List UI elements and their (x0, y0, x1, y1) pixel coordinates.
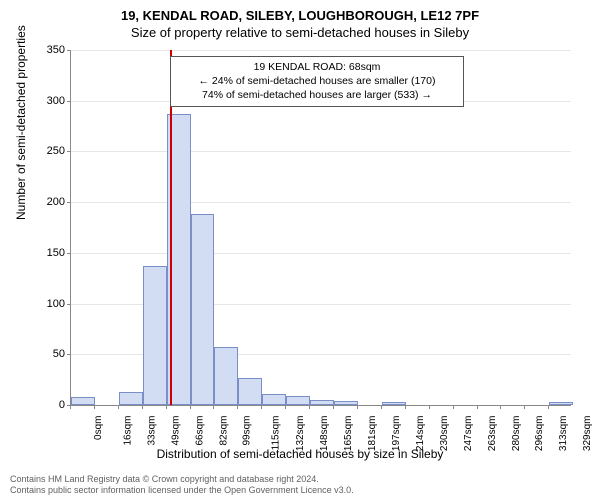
x-tick-mark (548, 405, 549, 409)
chart-plot-area: 19 KENDAL ROAD: 68sqm ← 24% of semi-deta… (70, 50, 570, 405)
x-tick-mark (261, 405, 262, 409)
footer-line: Contains public sector information licen… (10, 485, 354, 496)
histogram-bar (71, 397, 95, 405)
x-tick-label: 280sqm (511, 416, 522, 452)
histogram-bar (382, 402, 406, 405)
x-tick-label: 148sqm (319, 416, 330, 452)
gridline (71, 151, 571, 152)
x-tick-mark (142, 405, 143, 409)
x-tick-label: 263sqm (487, 416, 498, 452)
y-tick-mark (67, 101, 71, 102)
y-tick-mark (67, 50, 71, 51)
x-tick-mark (166, 405, 167, 409)
x-tick-label: 214sqm (415, 416, 426, 452)
x-tick-mark (70, 405, 71, 409)
x-tick-label: 115sqm (271, 416, 282, 451)
x-tick-mark (190, 405, 191, 409)
x-tick-label: 296sqm (535, 416, 546, 452)
x-tick-label: 329sqm (582, 416, 593, 452)
x-tick-mark (477, 405, 478, 409)
x-tick-mark (118, 405, 119, 409)
y-tick-mark (67, 253, 71, 254)
histogram-bar (191, 214, 215, 405)
x-tick-mark (309, 405, 310, 409)
gridline (71, 202, 571, 203)
x-tick-mark (94, 405, 95, 409)
histogram-bar (119, 392, 143, 405)
y-tick-mark (67, 354, 71, 355)
histogram-bar (262, 394, 286, 405)
x-tick-mark (237, 405, 238, 409)
x-tick-mark (405, 405, 406, 409)
x-tick-label: 313sqm (558, 416, 569, 452)
x-tick-label: 49sqm (170, 416, 181, 446)
histogram-bar (238, 378, 262, 405)
x-tick-mark (524, 405, 525, 409)
y-tick-label: 200 (25, 196, 65, 208)
annotation-line: 74% of semi-detached houses are larger (… (177, 88, 457, 102)
x-tick-label: 82sqm (218, 416, 229, 446)
x-tick-label: 181sqm (367, 416, 378, 452)
x-axis-label: Distribution of semi-detached houses by … (0, 447, 600, 461)
y-tick-label: 250 (25, 145, 65, 157)
histogram-bar (214, 347, 238, 405)
annotation-line: 19 KENDAL ROAD: 68sqm (177, 60, 457, 74)
histogram-bar (549, 402, 573, 405)
y-tick-label: 100 (25, 298, 65, 310)
x-tick-label: 66sqm (194, 416, 205, 446)
histogram-bar (310, 400, 334, 405)
x-tick-mark (333, 405, 334, 409)
x-tick-mark (381, 405, 382, 409)
x-tick-mark (285, 405, 286, 409)
y-tick-mark (67, 202, 71, 203)
chart-title: 19, KENDAL ROAD, SILEBY, LOUGHBOROUGH, L… (0, 0, 600, 23)
x-tick-label: 132sqm (295, 416, 306, 452)
chart-subtitle: Size of property relative to semi-detach… (0, 23, 600, 40)
chart-container: 19, KENDAL ROAD, SILEBY, LOUGHBOROUGH, L… (0, 0, 600, 500)
y-tick-mark (67, 151, 71, 152)
annotation-box: 19 KENDAL ROAD: 68sqm ← 24% of semi-deta… (170, 56, 464, 107)
x-tick-label: 16sqm (122, 416, 133, 446)
gridline (71, 50, 571, 51)
x-tick-label: 197sqm (391, 416, 402, 452)
y-tick-mark (67, 304, 71, 305)
y-tick-label: 150 (25, 247, 65, 259)
y-tick-label: 0 (25, 399, 65, 411)
x-tick-mark (500, 405, 501, 409)
x-tick-label: 165sqm (343, 416, 354, 452)
x-tick-label: 0sqm (93, 416, 104, 440)
y-tick-label: 350 (25, 44, 65, 56)
footer-line: Contains HM Land Registry data © Crown c… (10, 474, 354, 485)
x-tick-mark (213, 405, 214, 409)
x-tick-label: 99sqm (242, 416, 253, 446)
annotation-line: ← 24% of semi-detached houses are smalle… (177, 74, 457, 88)
y-tick-label: 300 (25, 95, 65, 107)
x-tick-mark (429, 405, 430, 409)
x-tick-mark (357, 405, 358, 409)
gridline (71, 253, 571, 254)
x-tick-label: 33sqm (146, 416, 157, 446)
x-tick-label: 230sqm (439, 416, 450, 452)
attribution-footer: Contains HM Land Registry data © Crown c… (10, 474, 354, 497)
histogram-bar (143, 266, 167, 405)
histogram-bar (334, 401, 358, 405)
y-tick-label: 50 (25, 348, 65, 360)
x-tick-label: 247sqm (463, 416, 474, 452)
x-tick-mark (453, 405, 454, 409)
histogram-bar (286, 396, 310, 405)
